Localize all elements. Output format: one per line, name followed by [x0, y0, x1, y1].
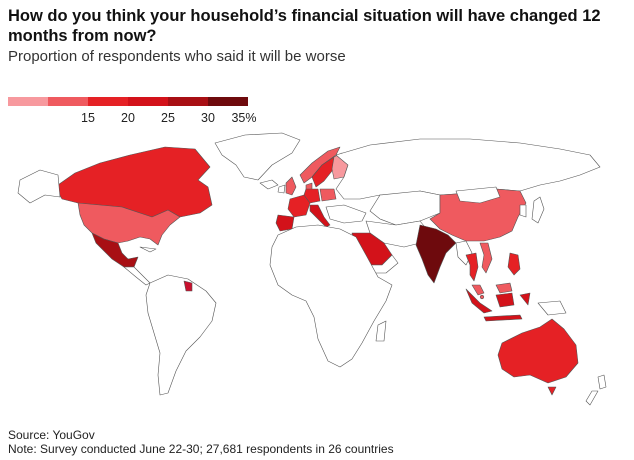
legend-tick: 20: [121, 111, 135, 125]
italy-region: [309, 204, 331, 228]
source-note: Source: YouGov Note: Survey conducted Ju…: [8, 428, 394, 456]
india-region: [415, 224, 457, 284]
color-legend: 15 20 25 30 35%: [8, 97, 257, 127]
greenland-region: [214, 132, 301, 181]
japan-region: [531, 196, 545, 224]
new-zealand-region: [585, 374, 607, 406]
germany-region: [303, 188, 321, 204]
legend-tick: 25: [161, 111, 175, 125]
iceland-region: [259, 179, 279, 190]
africa-region: [269, 224, 393, 368]
legend-swatch: [8, 97, 48, 106]
thailand-region: [465, 252, 479, 282]
legend-swatch: [208, 97, 248, 106]
note-line: Note: Survey conducted June 22-30; 27,68…: [8, 442, 394, 456]
uk-region: [285, 176, 297, 196]
chart-title: How do you think your household’s financ…: [8, 7, 601, 45]
poland-region: [319, 188, 337, 202]
chart-subtitle: Proportion of respondents who said it wi…: [8, 48, 346, 65]
spain-region: [275, 214, 295, 232]
malaysia-region: [471, 282, 513, 296]
ireland-region: [277, 184, 286, 194]
legend-swatch: [128, 97, 168, 106]
legend-swatches: [8, 97, 248, 106]
legend-swatch: [168, 97, 208, 106]
vietnam-region: [479, 242, 493, 274]
legend-tick: 15: [81, 111, 95, 125]
mexico-region: [91, 232, 139, 268]
sweden-region: [311, 156, 335, 188]
png-region: [537, 300, 567, 316]
turkey-region: [325, 204, 367, 224]
world-map: [17, 132, 607, 406]
mongolia-region: [455, 186, 501, 204]
china-region: [429, 188, 527, 242]
korea-region: [519, 204, 527, 218]
legend-tick: 35%: [231, 111, 257, 125]
philippines-region: [507, 252, 521, 276]
cuba-region: [139, 246, 157, 253]
singapore-region: [479, 294, 485, 300]
central-asia-region: [369, 190, 441, 226]
central-america-region: [123, 266, 151, 286]
legend-swatch: [48, 97, 88, 106]
tasmania-region: [547, 386, 557, 396]
legend-tick: 30: [201, 111, 215, 125]
south-america-region: [145, 274, 217, 396]
indonesia-region: [465, 288, 531, 322]
australia-region: [497, 318, 579, 384]
guyana-region: [183, 280, 193, 292]
source-line: Source: YouGov: [8, 428, 95, 442]
madagascar-region: [375, 320, 387, 342]
legend-swatch: [88, 97, 128, 106]
alaska-region: [17, 169, 61, 204]
